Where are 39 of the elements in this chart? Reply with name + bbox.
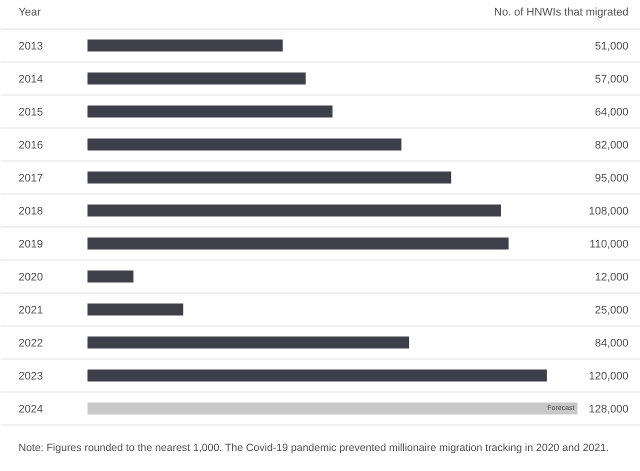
bar bbox=[88, 238, 509, 250]
bar bbox=[88, 402, 578, 414]
bar bbox=[88, 270, 134, 282]
bar bbox=[88, 106, 332, 118]
data-label: 82,000 bbox=[594, 140, 629, 152]
bar bbox=[88, 336, 410, 348]
y-tick-label: 2017 bbox=[18, 172, 43, 184]
data-label: 108,000 bbox=[588, 206, 629, 218]
data-label: 110,000 bbox=[590, 238, 629, 250]
data-label: 64,000 bbox=[594, 106, 629, 118]
y-tick-label: 2021 bbox=[18, 304, 43, 316]
bar bbox=[88, 138, 402, 150]
y-tick-label: 2016 bbox=[18, 140, 43, 152]
y-tick-label: 2014 bbox=[18, 74, 43, 86]
y-axis-title: Year bbox=[18, 6, 42, 18]
y-tick-label: 2015 bbox=[18, 106, 43, 118]
y-tick-label: 2013 bbox=[18, 40, 43, 52]
data-label: 12,000 bbox=[594, 272, 629, 284]
y-tick-label: 2024 bbox=[18, 404, 43, 416]
y-tick-label: 2018 bbox=[18, 206, 43, 218]
data-label: 25,000 bbox=[594, 304, 629, 316]
data-label: 84,000 bbox=[594, 338, 629, 350]
y-tick-label: 2023 bbox=[18, 370, 43, 382]
text: Note: Figures rounded to the nearest 1,000. The Covid-19 pandemic prevented millionaire migration tracking in 2020 and 2021. bbox=[18, 442, 609, 454]
data-label: 95,000 bbox=[594, 172, 629, 184]
data-label: 57,000 bbox=[594, 74, 629, 86]
data-label: 120,000 bbox=[588, 370, 629, 382]
bar bbox=[88, 370, 547, 382]
bar bbox=[88, 204, 501, 216]
bar bbox=[88, 40, 283, 52]
data-label: 128,000 bbox=[588, 404, 629, 416]
bar bbox=[88, 72, 306, 84]
y-tick-label: 2019 bbox=[18, 238, 43, 250]
bar bbox=[88, 304, 184, 316]
data-label: 51,000 bbox=[594, 40, 629, 52]
y-tick-label: 2022 bbox=[18, 338, 43, 350]
bar bbox=[88, 172, 452, 184]
y-tick-label: 2020 bbox=[18, 272, 43, 284]
x-axis-title: No. of HNWIs that migrated bbox=[494, 6, 629, 18]
